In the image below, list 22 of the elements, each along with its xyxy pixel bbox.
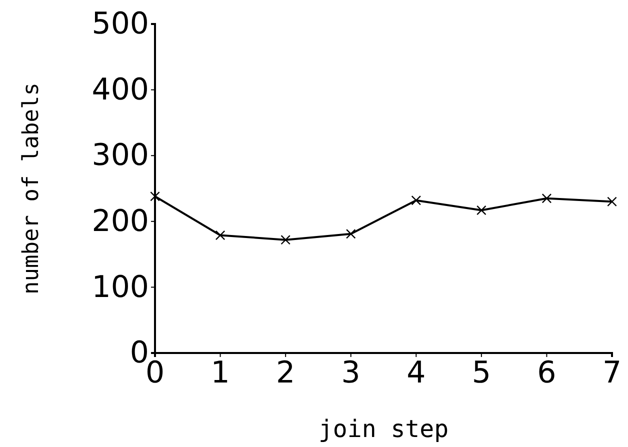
y-tick-label: 300	[92, 138, 149, 174]
x-tick-label: 1	[210, 355, 230, 390]
x-tick-label: 2	[276, 355, 296, 390]
point	[280, 234, 290, 245]
x-tick-label: 6	[537, 355, 556, 390]
y-tick-label: 100	[92, 270, 149, 305]
y-tick-label: 400	[92, 72, 149, 108]
y-tick-label: 200	[92, 204, 149, 239]
point	[411, 195, 422, 206]
y-tick-label: 500	[92, 6, 149, 42]
x-tick-label: 3	[341, 355, 360, 390]
point	[607, 196, 617, 207]
x-tick-label: 5	[472, 355, 491, 390]
point	[215, 230, 226, 240]
point	[476, 205, 486, 216]
point	[150, 191, 160, 202]
x-tick-label: 7	[602, 355, 622, 390]
x-tick-label: 4	[406, 355, 426, 390]
x-axis-title: join step	[318, 415, 449, 443]
point	[542, 193, 552, 204]
point	[346, 229, 356, 239]
y-axis-title: number of labels	[19, 82, 44, 294]
